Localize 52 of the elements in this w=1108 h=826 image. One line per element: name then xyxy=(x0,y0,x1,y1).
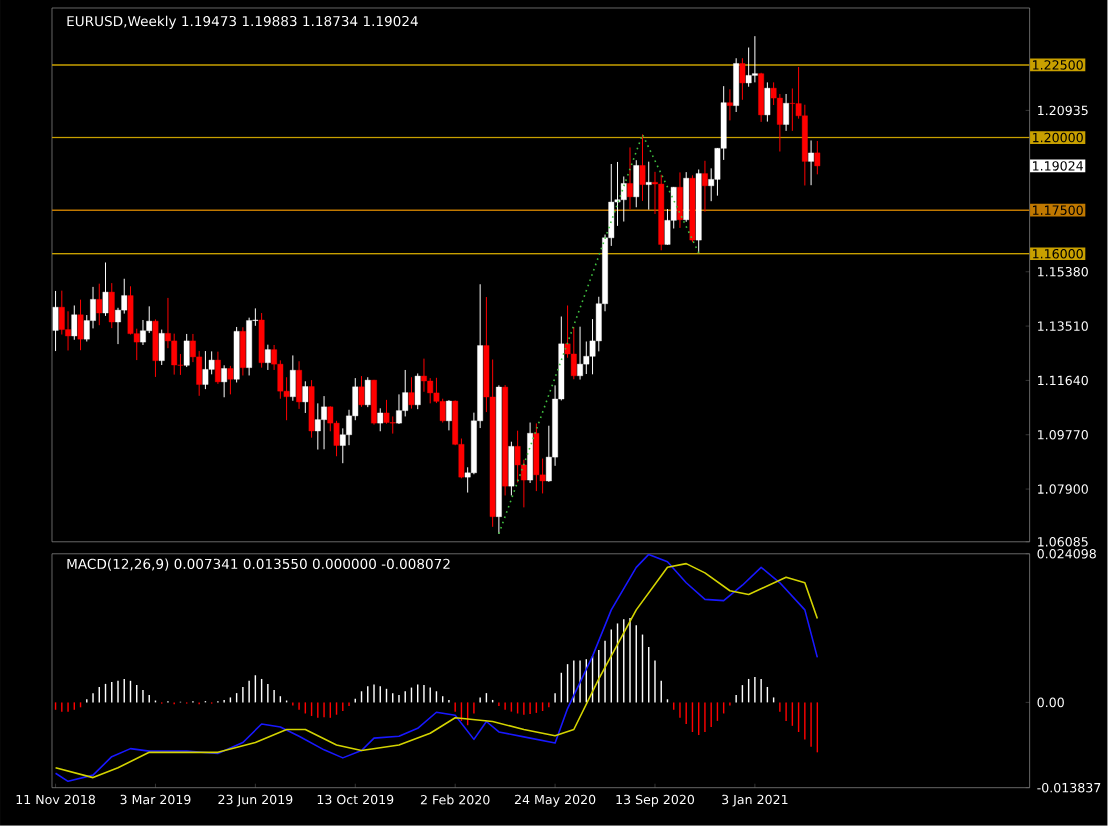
candlestick xyxy=(158,329,165,366)
candlestick xyxy=(71,305,78,341)
candlestick xyxy=(289,355,296,402)
candlestick xyxy=(677,172,683,229)
candlestick xyxy=(733,57,740,113)
candlestick xyxy=(52,290,59,352)
candlestick xyxy=(183,333,190,368)
candlestick xyxy=(371,379,377,426)
candlestick xyxy=(377,407,384,432)
candlestick xyxy=(108,282,115,329)
candlestick xyxy=(221,364,228,398)
candlestick xyxy=(764,82,771,123)
candlestick xyxy=(533,423,540,492)
candlestick xyxy=(296,360,302,410)
candlestick xyxy=(627,147,633,210)
candlestick xyxy=(308,379,315,439)
candlestick xyxy=(302,380,309,414)
candlestick xyxy=(683,171,690,223)
candlestick xyxy=(233,326,240,384)
candlestick xyxy=(227,365,234,396)
candlestick xyxy=(414,373,421,410)
candlestick xyxy=(808,140,814,186)
candlestick xyxy=(645,161,652,211)
candlestick xyxy=(102,262,109,317)
candlestick xyxy=(789,88,796,132)
candlestick xyxy=(783,93,789,132)
candlestick xyxy=(408,376,415,410)
candlestick xyxy=(758,72,765,123)
candlestick xyxy=(314,403,321,451)
candlestick xyxy=(527,422,533,484)
candlestick xyxy=(739,57,746,101)
candlestick xyxy=(358,375,365,408)
candlestick xyxy=(752,35,758,84)
candlestick xyxy=(264,344,271,371)
candlestick xyxy=(814,140,821,175)
candlestick xyxy=(364,376,371,408)
candlestick xyxy=(508,441,515,497)
candlestick xyxy=(240,326,246,377)
candlestick xyxy=(215,351,221,385)
candlestick xyxy=(258,312,265,369)
candlestick xyxy=(402,369,409,418)
candlestick xyxy=(152,319,159,378)
candlestick xyxy=(633,159,640,208)
candlestick xyxy=(727,88,733,122)
candlestick xyxy=(577,326,583,381)
candlestick xyxy=(77,299,84,351)
candlestick xyxy=(321,395,327,450)
candlestick xyxy=(639,134,646,202)
candlestick xyxy=(702,160,708,213)
candlestick xyxy=(96,283,103,326)
candlestick xyxy=(446,399,452,432)
candlestick xyxy=(202,350,209,390)
